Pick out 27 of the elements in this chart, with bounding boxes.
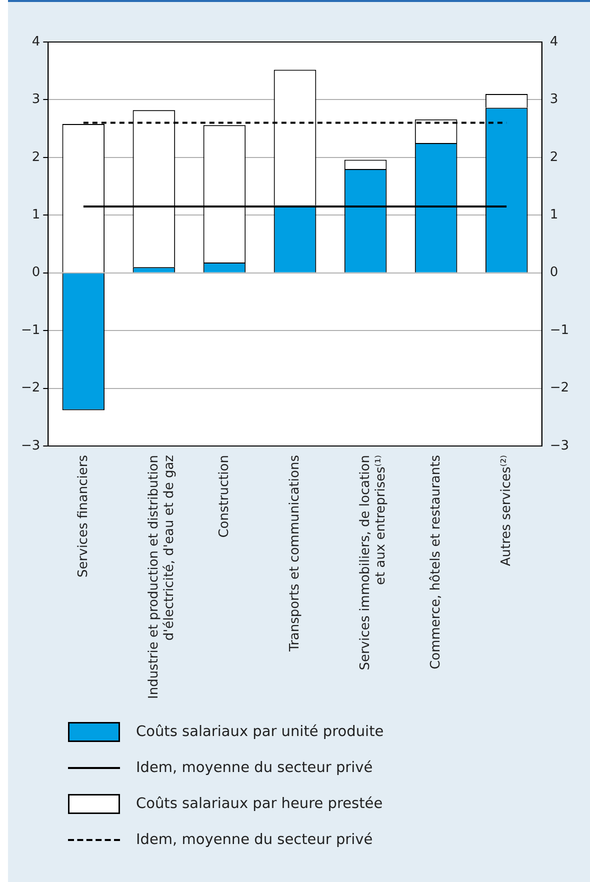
legend-label: Coûts salariaux par unité produite (136, 724, 384, 740)
y2-tick-label: 0 (550, 265, 558, 280)
y-tick-label: 4 (32, 34, 40, 50)
y2-tick-label: −1 (550, 322, 570, 338)
x-tick-label: Transports et communications (287, 454, 302, 652)
legend-label: Coûts salariaux par heure prestée (136, 796, 383, 812)
legend-label: Idem, moyenne du secteur privé (136, 760, 373, 776)
x-tick-label: Industrie et production et distribution d'électricité, d'eau et de gaz (146, 454, 177, 699)
y-tick-label: 3 (32, 92, 40, 108)
y-tick-label: −2 (20, 380, 40, 396)
y-tick-label: 0 (32, 265, 40, 280)
y2-tick-label: 1 (550, 208, 558, 223)
y-tick-label: −3 (20, 438, 40, 454)
x-tick-label: Commerce, hôtels et restaurants (428, 454, 444, 670)
x-tick-label: Autres services⁽²⁾ (498, 455, 514, 566)
y-tick-label: −1 (20, 322, 40, 338)
y-tick-label: 1 (32, 208, 40, 223)
x-tick-label: Services financiers (76, 454, 91, 578)
y2-tick-label: 4 (550, 34, 558, 50)
y2-tick-label: 3 (550, 92, 558, 108)
x-tick-label: Services immobiliers, de location et aux entreprises⁽¹⁾ (358, 455, 388, 670)
y2-tick-label: −2 (550, 380, 570, 396)
y2-tick-label: 2 (550, 150, 558, 165)
legend-label: Idem, moyenne du secteur privé (136, 832, 373, 848)
y2-tick-label: −3 (550, 438, 570, 454)
y-tick-label: 2 (32, 150, 40, 165)
x-tick-label: Construction (216, 455, 232, 538)
